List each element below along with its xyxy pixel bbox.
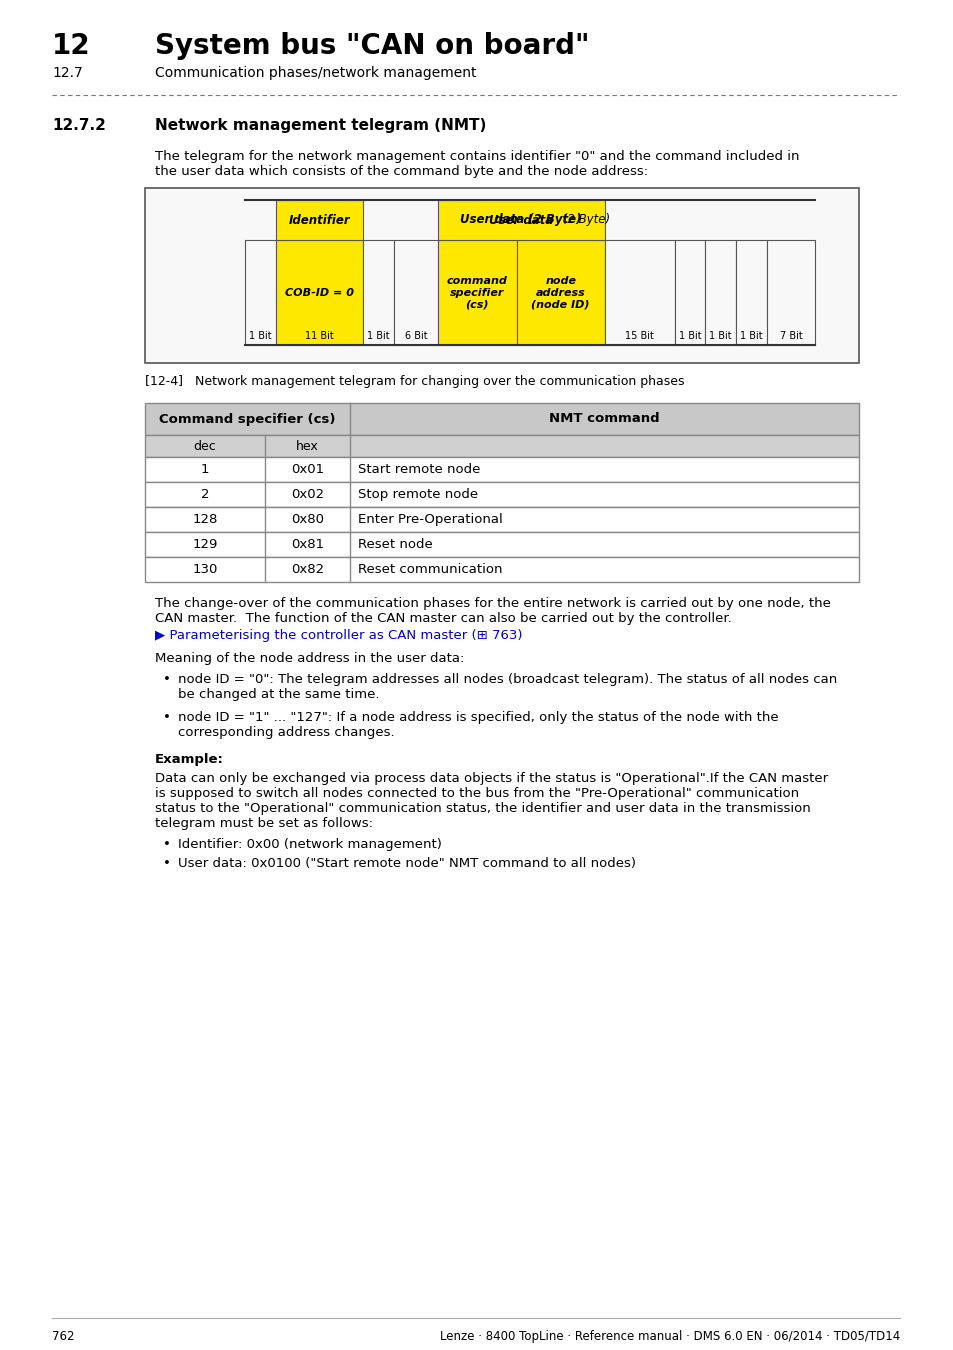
Bar [245, 240, 275, 346]
Text: 129: 129 [193, 539, 217, 551]
Text: (2 Byte): (2 Byte) [558, 213, 610, 227]
Bar [145, 558, 858, 582]
Bar [704, 240, 736, 346]
Text: Identifier: Identifier [289, 213, 350, 227]
Bar [674, 240, 704, 346]
Text: status to the "Operational" communication status, the identifier and user data i: status to the "Operational" communicatio… [154, 802, 810, 815]
Bar [437, 200, 604, 240]
Text: 0x01: 0x01 [291, 463, 324, 477]
Text: 12.7: 12.7 [52, 66, 83, 80]
Text: The change-over of the communication phases for the entire network is carried ou: The change-over of the communication pha… [154, 597, 830, 610]
Text: The telegram for the network management contains identifier "0" and the command : The telegram for the network management … [154, 150, 799, 163]
Text: 0x82: 0x82 [291, 563, 324, 576]
Bar [363, 240, 394, 346]
Text: 12: 12 [52, 32, 91, 59]
Text: Reset communication: Reset communication [357, 563, 502, 576]
Text: 1 Bit: 1 Bit [678, 331, 700, 342]
Bar [145, 404, 858, 435]
Text: 128: 128 [193, 513, 217, 526]
Text: 762: 762 [52, 1330, 74, 1343]
Text: •: • [163, 857, 171, 869]
Text: node
address
(node ID): node address (node ID) [531, 275, 589, 309]
Bar [736, 240, 766, 346]
Bar [437, 240, 517, 346]
Bar [394, 240, 437, 346]
Text: Stop remote node: Stop remote node [357, 487, 477, 501]
Bar [517, 240, 604, 346]
Text: Network management telegram (NMT): Network management telegram (NMT) [154, 117, 486, 134]
Text: 6 Bit: 6 Bit [404, 331, 427, 342]
Text: 2: 2 [200, 487, 209, 501]
Text: 12.7.2: 12.7.2 [52, 117, 106, 134]
Bar [145, 532, 858, 558]
Text: hex: hex [295, 440, 318, 452]
Text: Lenze · 8400 TopLine · Reference manual · DMS 6.0 EN · 06/2014 · TD05/TD14: Lenze · 8400 TopLine · Reference manual … [439, 1330, 899, 1343]
Text: NMT command: NMT command [549, 413, 659, 425]
Bar [766, 240, 814, 346]
Text: Communication phases/network management: Communication phases/network management [154, 66, 476, 80]
Text: 1 Bit: 1 Bit [249, 331, 272, 342]
Text: corresponding address changes.: corresponding address changes. [178, 726, 395, 738]
Text: Reset node: Reset node [357, 539, 433, 551]
Bar [145, 435, 858, 458]
Text: be changed at the same time.: be changed at the same time. [178, 688, 379, 701]
Text: the user data which consists of the command byte and the node address:: the user data which consists of the comm… [154, 165, 647, 178]
Text: 0x80: 0x80 [291, 513, 324, 526]
Text: •: • [163, 674, 171, 686]
Bar [145, 188, 858, 363]
Text: Enter Pre-Operational: Enter Pre-Operational [357, 513, 502, 526]
Bar [275, 200, 363, 240]
Text: [12-4]   Network management telegram for changing over the communication phases: [12-4] Network management telegram for c… [145, 375, 684, 387]
Bar [145, 508, 858, 532]
Text: System bus "CAN on board": System bus "CAN on board" [154, 32, 589, 59]
Bar [604, 240, 674, 346]
Text: User data: User data [489, 213, 553, 227]
Text: 1 Bit: 1 Bit [709, 331, 731, 342]
Text: User data: 0x0100 ("Start remote node" NMT command to all nodes): User data: 0x0100 ("Start remote node" N… [178, 857, 636, 869]
Text: COB-ID = 0: COB-ID = 0 [285, 288, 354, 297]
Text: 1: 1 [200, 463, 209, 477]
Text: command
specifier
(cs): command specifier (cs) [446, 275, 507, 309]
Text: •: • [163, 711, 171, 724]
Text: Meaning of the node address in the user data:: Meaning of the node address in the user … [154, 652, 464, 666]
Text: 0x02: 0x02 [291, 487, 324, 501]
Text: 0x81: 0x81 [291, 539, 324, 551]
Text: Example:: Example: [154, 753, 224, 765]
Text: node ID = "0": The telegram addresses all nodes (broadcast telegram). The status: node ID = "0": The telegram addresses al… [178, 674, 837, 686]
Text: telegram must be set as follows:: telegram must be set as follows: [154, 817, 373, 830]
Text: •: • [163, 838, 171, 850]
Bar [145, 482, 858, 508]
Bar [145, 458, 858, 482]
Text: 1 Bit: 1 Bit [367, 331, 390, 342]
Text: Command specifier (cs): Command specifier (cs) [159, 413, 335, 425]
Bar [275, 240, 363, 346]
Text: Data can only be exchanged via process data objects if the status is "Operationa: Data can only be exchanged via process d… [154, 772, 827, 784]
Text: 1 Bit: 1 Bit [740, 331, 762, 342]
Text: 15 Bit: 15 Bit [624, 331, 654, 342]
Text: User data (2 Byte): User data (2 Byte) [460, 213, 581, 227]
Text: 130: 130 [193, 563, 217, 576]
Text: ▶ Parameterising the controller as CAN master (⊞ 763): ▶ Parameterising the controller as CAN m… [154, 629, 522, 643]
Text: node ID = "1" ... "127": If a node address is specified, only the status of the : node ID = "1" ... "127": If a node addre… [178, 711, 778, 724]
Text: is supposed to switch all nodes connected to the bus from the "Pre-Operational" : is supposed to switch all nodes connecte… [154, 787, 799, 801]
Text: 7 Bit: 7 Bit [779, 331, 801, 342]
Text: CAN master.  The function of the CAN master can also be carried out by the contr: CAN master. The function of the CAN mast… [154, 612, 731, 625]
Text: dec: dec [193, 440, 216, 452]
Text: Start remote node: Start remote node [357, 463, 480, 477]
Text: Identifier: 0x00 (network management): Identifier: 0x00 (network management) [178, 838, 441, 850]
Text: 11 Bit: 11 Bit [305, 331, 334, 342]
